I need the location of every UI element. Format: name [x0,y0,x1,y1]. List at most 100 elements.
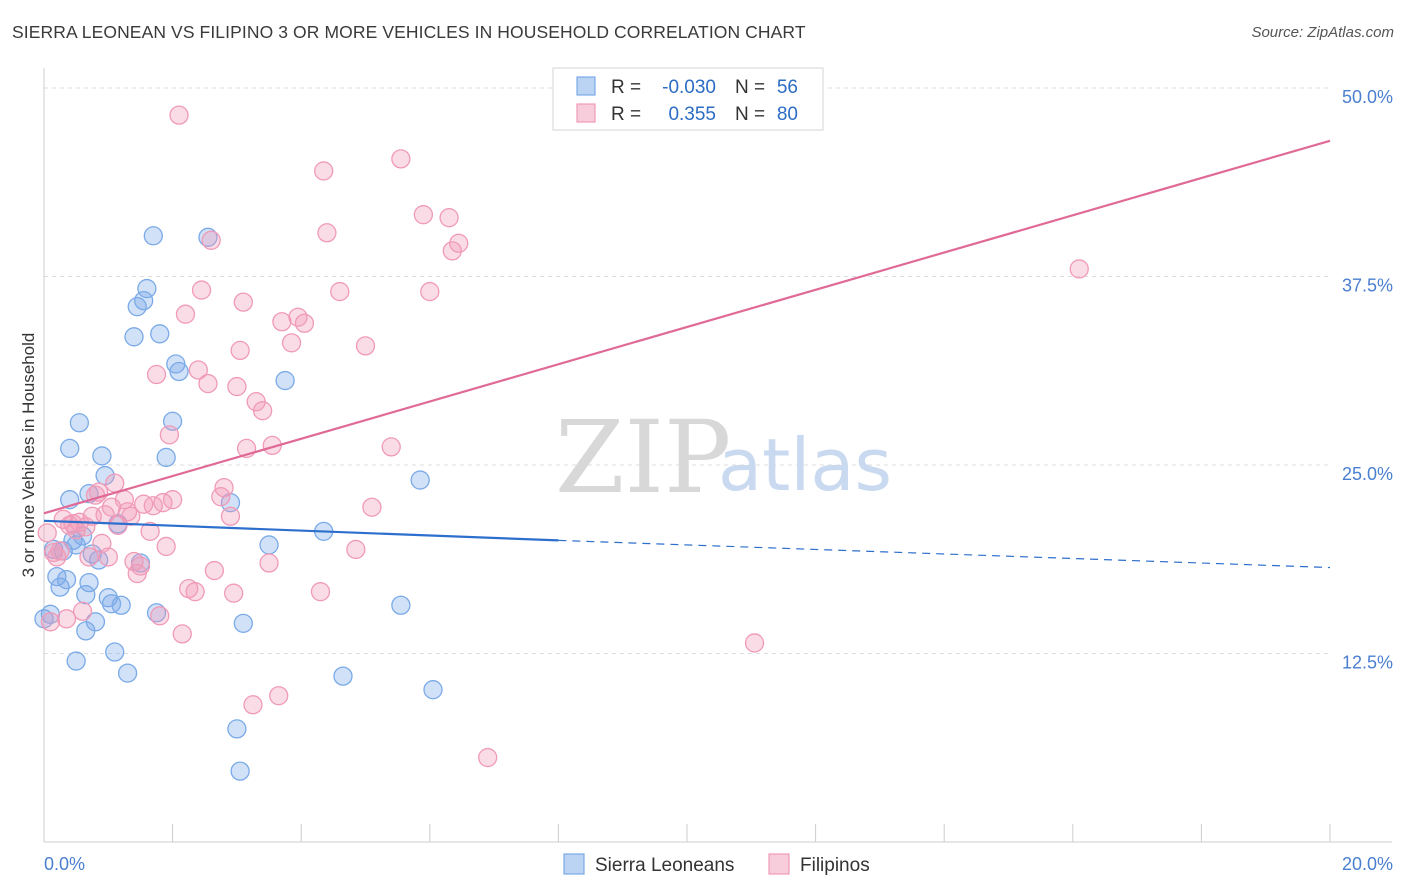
legend-r-value-1: 0.355 [668,104,716,125]
legend: R = -0.030 N = 56 R = 0.355 N = 80 [552,67,824,131]
legend-swatch-0 [576,76,596,96]
point-1-79 [449,233,469,253]
y-tick-label-2: 37.5% [1342,276,1393,296]
point-1-32 [146,364,167,385]
point-0-7 [60,438,80,459]
grid-lines [44,87,1330,654]
x-tick-label-1: 20.0% [1342,854,1393,874]
point-1-56 [243,695,263,715]
trend-line-sierra-leoneans-extension [558,539,1331,569]
point-0-47 [275,370,295,391]
point-1-53 [230,340,250,361]
watermark: ZIP atlas [555,399,892,516]
point-0-34 [143,226,163,246]
point-1-21 [105,473,125,493]
watermark-atlas: atlas [718,423,892,507]
x-tick-label-0: 0.0% [44,854,85,874]
point-1-54 [233,292,253,312]
point-1-78 [442,241,462,261]
point-0-41 [198,227,218,247]
point-1-45 [198,373,218,394]
bottom-legend: Sierra Leoneans Filipinos [563,853,870,876]
point-0-40 [169,361,189,382]
legend-n-value-1: 80 [777,104,798,125]
bottom-legend-label-1: Filipinos [800,855,870,876]
point-1-4 [50,541,70,561]
point-0-37 [156,447,176,468]
point-0-24 [101,594,122,614]
point-1-50 [220,506,241,526]
point-1-68 [317,223,337,243]
point-1-0 [37,523,57,543]
point-0-28 [117,663,138,683]
watermark-zip: ZIP [555,399,731,516]
point-0-52 [423,680,443,700]
point-1-36 [159,425,180,445]
point-1-63 [281,333,302,353]
point-1-39 [172,624,192,644]
point-1-82 [1069,259,1089,279]
point-0-17 [79,572,99,593]
point-0-15 [76,585,96,605]
point-1-1 [40,612,61,632]
point-1-35 [156,536,176,557]
point-1-67 [314,161,334,181]
point-1-77 [439,208,459,228]
point-0-4 [50,577,70,597]
point-1-70 [346,539,366,560]
legend-r-label-1: R = [611,104,641,125]
legend-n-value-0: 56 [777,77,798,98]
point-1-58 [252,401,273,421]
point-1-33 [150,606,170,626]
point-1-81 [744,633,765,653]
point-0-50 [391,595,411,615]
point-1-43 [188,360,208,380]
legend-r-value-0: -0.030 [662,77,716,98]
point-1-61 [269,686,289,706]
point-0-11 [66,651,86,671]
point-0-36 [150,324,170,344]
legend-n-label-1: N = [735,104,765,125]
point-1-29 [134,494,154,514]
y-tick-label-1: 25.0% [1342,464,1393,484]
y-tick-labels: 12.5% 25.0% 37.5% 50.0% [1342,87,1393,673]
point-1-25 [121,506,141,526]
point-0-21 [92,446,112,466]
point-0-22 [95,465,115,486]
y-tick-label-3: 50.0% [1342,87,1393,107]
trend-line-filipinos [43,139,1331,515]
point-1-46 [201,230,221,250]
legend-n-label-0: N = [735,77,765,98]
point-1-37 [162,490,183,510]
point-1-75 [413,205,434,225]
axes [43,68,1392,843]
point-0-25 [105,642,125,662]
point-0-19 [85,612,106,632]
point-1-72 [362,497,382,517]
point-0-46 [259,535,279,555]
bottom-legend-swatch-1 [768,853,790,875]
legend-r-label-0: R = [611,77,641,98]
point-1-62 [272,312,292,332]
point-1-80 [478,747,498,768]
point-1-40 [175,304,196,324]
point-1-44 [191,280,212,300]
point-1-11 [72,601,93,621]
point-0-45 [233,613,253,633]
point-0-33 [137,278,157,299]
y-tick-label-0: 12.5% [1342,653,1393,673]
y-axis-label: 3 or more Vehicles in Household [19,333,38,578]
point-0-6 [56,569,77,590]
point-0-49 [333,666,353,686]
point-1-30 [140,521,160,542]
point-1-71 [355,336,376,356]
point-0-29 [124,327,144,347]
legend-box [552,67,824,131]
point-1-73 [381,437,401,457]
x-tick-labels: 0.0% 20.0% [44,854,1393,874]
legend-swatch-1 [576,103,596,123]
source-credit: Source: ZipAtlas.com [1251,24,1394,41]
point-1-6 [56,609,77,629]
point-1-19 [98,547,118,567]
